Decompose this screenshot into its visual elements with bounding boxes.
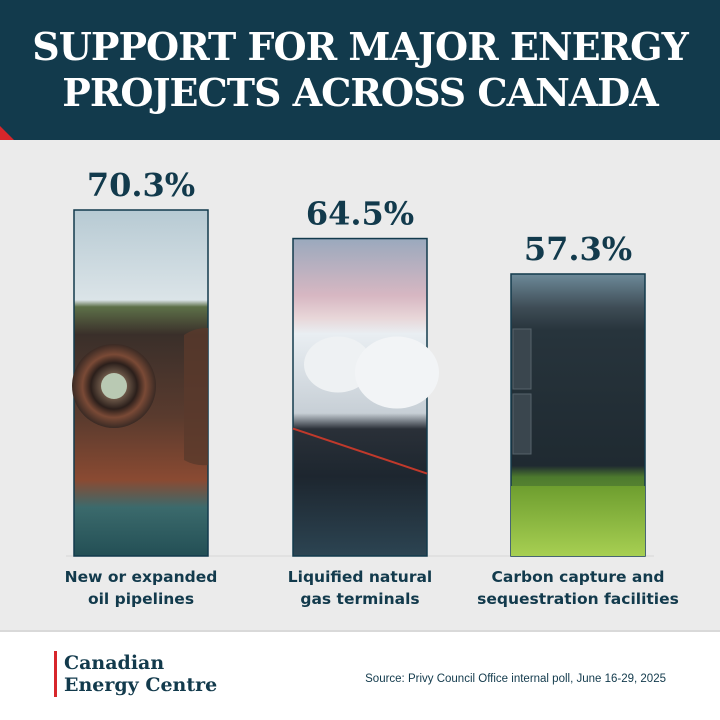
logo-line-1: Canadian	[64, 652, 165, 674]
header-banner: SUPPORT FOR MAJOR ENERGY PROJECTS ACROSS…	[0, 0, 720, 140]
value-label-carbon-capture: 57.3%	[524, 230, 632, 268]
bar-illustration-lng-terminals	[292, 336, 439, 475]
category-label-carbon-capture: Carbon capture and	[492, 568, 665, 586]
value-label-oil-pipelines: 70.3%	[87, 166, 195, 204]
bar-illustration-carbon-capture	[511, 328, 645, 556]
logo-line-2: Energy Centre	[64, 674, 218, 696]
canadian-energy-centre-logo: Canadian Energy Centre	[54, 651, 217, 697]
value-label-lng-terminals: 64.5%	[306, 195, 414, 233]
category-label-oil-pipelines: New or expanded	[65, 568, 218, 586]
title-line-2: PROJECTS ACROSS CANADA	[62, 70, 658, 115]
category-label-carbon-capture: sequestration facilities	[477, 590, 679, 608]
footer-divider	[0, 630, 720, 632]
source-note: Source: Privy Council Office internal po…	[365, 673, 666, 685]
bar-illustration-oil-pipelines	[72, 327, 208, 466]
category-label-lng-terminals: Liquified natural	[288, 568, 432, 586]
title-line-1: SUPPORT FOR MAJOR ENERGY	[32, 24, 688, 69]
category-label-oil-pipelines: oil pipelines	[88, 590, 194, 608]
bar-chart: 70.3% New or expanded oil pipelines 64.5% Li…	[65, 166, 679, 608]
category-label-lng-terminals: gas terminals	[300, 590, 419, 608]
chart-panel: 70.3% New or expanded oil pipelines 64.5% Li…	[0, 140, 720, 630]
